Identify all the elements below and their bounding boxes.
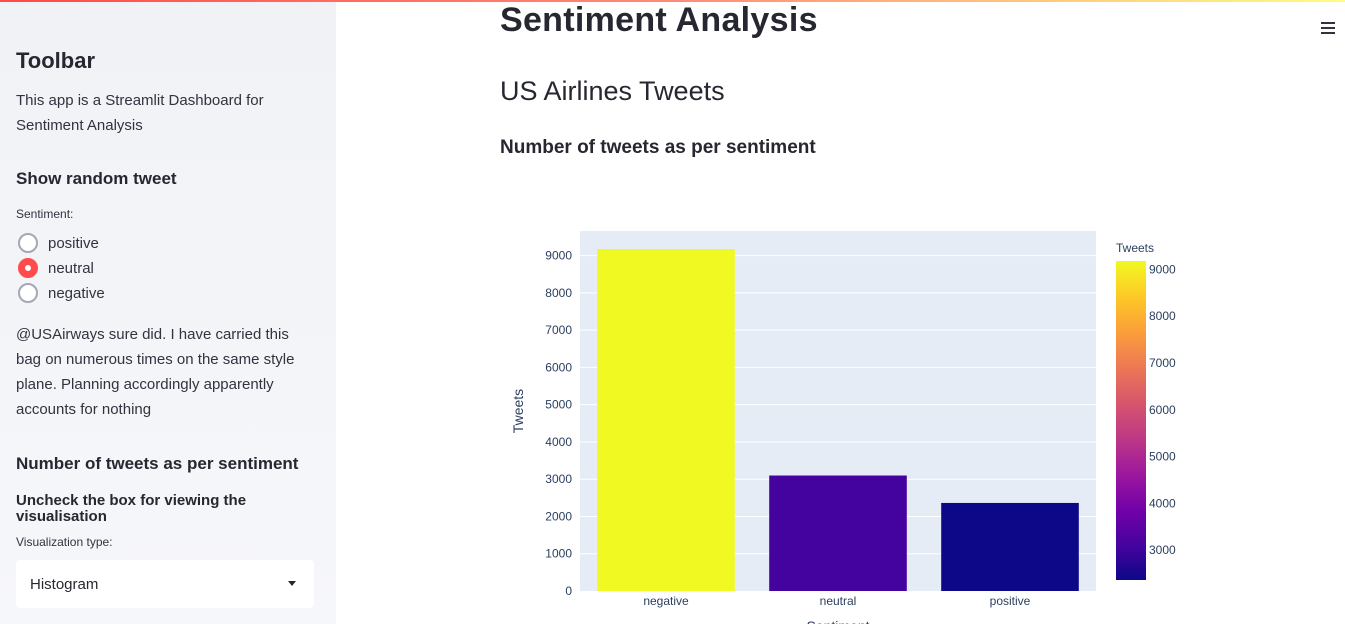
y-tick-label: 4000 (545, 435, 572, 449)
visualization-type-select[interactable]: Histogram (16, 560, 314, 608)
radio-positive[interactable]: positive (18, 232, 99, 254)
page-title: Sentiment Analysis (500, 1, 818, 39)
x-tick-label: positive (990, 594, 1031, 608)
colorbar-tick-label: 3000 (1149, 543, 1176, 557)
uncheck-instruction: Uncheck the box for viewing the visualis… (16, 492, 247, 525)
y-tick-label: 7000 (545, 323, 572, 337)
y-tick-label: 6000 (545, 360, 572, 374)
sidebar: Toolbar This app is a Streamlit Dashboar… (0, 0, 336, 624)
section-heading: Number of tweets as per sentiment (500, 137, 816, 158)
bar-chart: 0 1000 2000 3000 4000 5000 6000 7000 8000 9000 neg… (500, 220, 1220, 624)
x-axis-title: Sentiment (806, 618, 869, 624)
y-tick-label: 5000 (545, 398, 572, 412)
bar-neutral (769, 475, 907, 591)
colorbar-tick-label: 4000 (1149, 496, 1176, 510)
colorbar-title: Tweets (1116, 241, 1154, 255)
radio-circle-selected[interactable] (18, 258, 38, 278)
bar-positive (941, 502, 1079, 591)
select-value: Histogram (30, 575, 99, 593)
bar-negative (597, 248, 735, 591)
sidebar-title: Toolbar (16, 48, 96, 73)
radio-negative[interactable]: negative (18, 282, 105, 304)
y-tick-label: 2000 (545, 509, 572, 523)
colorbar-tick-label: 9000 (1149, 262, 1176, 276)
y-tick-label: 1000 (545, 547, 572, 561)
sidebar-description: This app is a Streamlit Dashboard for Se… (16, 92, 264, 134)
radio-label: positive (48, 234, 99, 252)
y-tick-label: 9000 (545, 249, 572, 263)
top-decoration-bar (0, 0, 1345, 2)
random-tweet-heading: Show random tweet (16, 169, 177, 188)
radio-label: neutral (48, 259, 94, 277)
random-tweet-text: @USAirways sure did. I have carried this… (16, 326, 295, 418)
y-tick-label: 8000 (545, 286, 572, 300)
tweet-count-heading: Number of tweets as per sentiment (16, 454, 299, 473)
colorbar-tick-label: 6000 (1149, 403, 1176, 417)
caret-down-icon[interactable] (288, 581, 296, 586)
y-tick-label: 0 (565, 584, 572, 598)
x-tick-label: negative (643, 594, 689, 608)
visualization-type-label: Visualization type: (16, 535, 113, 549)
bar-chart-svg: 0 1000 2000 3000 4000 5000 6000 7000 8000 9000 neg… (510, 231, 1176, 624)
radio-circle[interactable] (18, 283, 38, 303)
colorbar-tick-label: 8000 (1149, 309, 1176, 323)
colorbar-tick-label: 7000 (1149, 356, 1176, 370)
x-tick-label: neutral (820, 594, 857, 608)
sentiment-label: Sentiment: (16, 207, 74, 221)
radio-neutral[interactable]: neutral (18, 257, 94, 279)
radio-label: negative (48, 284, 105, 302)
y-axis-title: Tweets (510, 389, 526, 433)
page-subtitle: US Airlines Tweets (500, 76, 725, 106)
hamburger-menu-icon[interactable] (1321, 22, 1337, 36)
colorbar-tick-label: 5000 (1149, 450, 1176, 464)
radio-circle[interactable] (18, 233, 38, 253)
y-tick-label: 3000 (545, 472, 572, 486)
colorbar-gradient (1116, 261, 1146, 580)
